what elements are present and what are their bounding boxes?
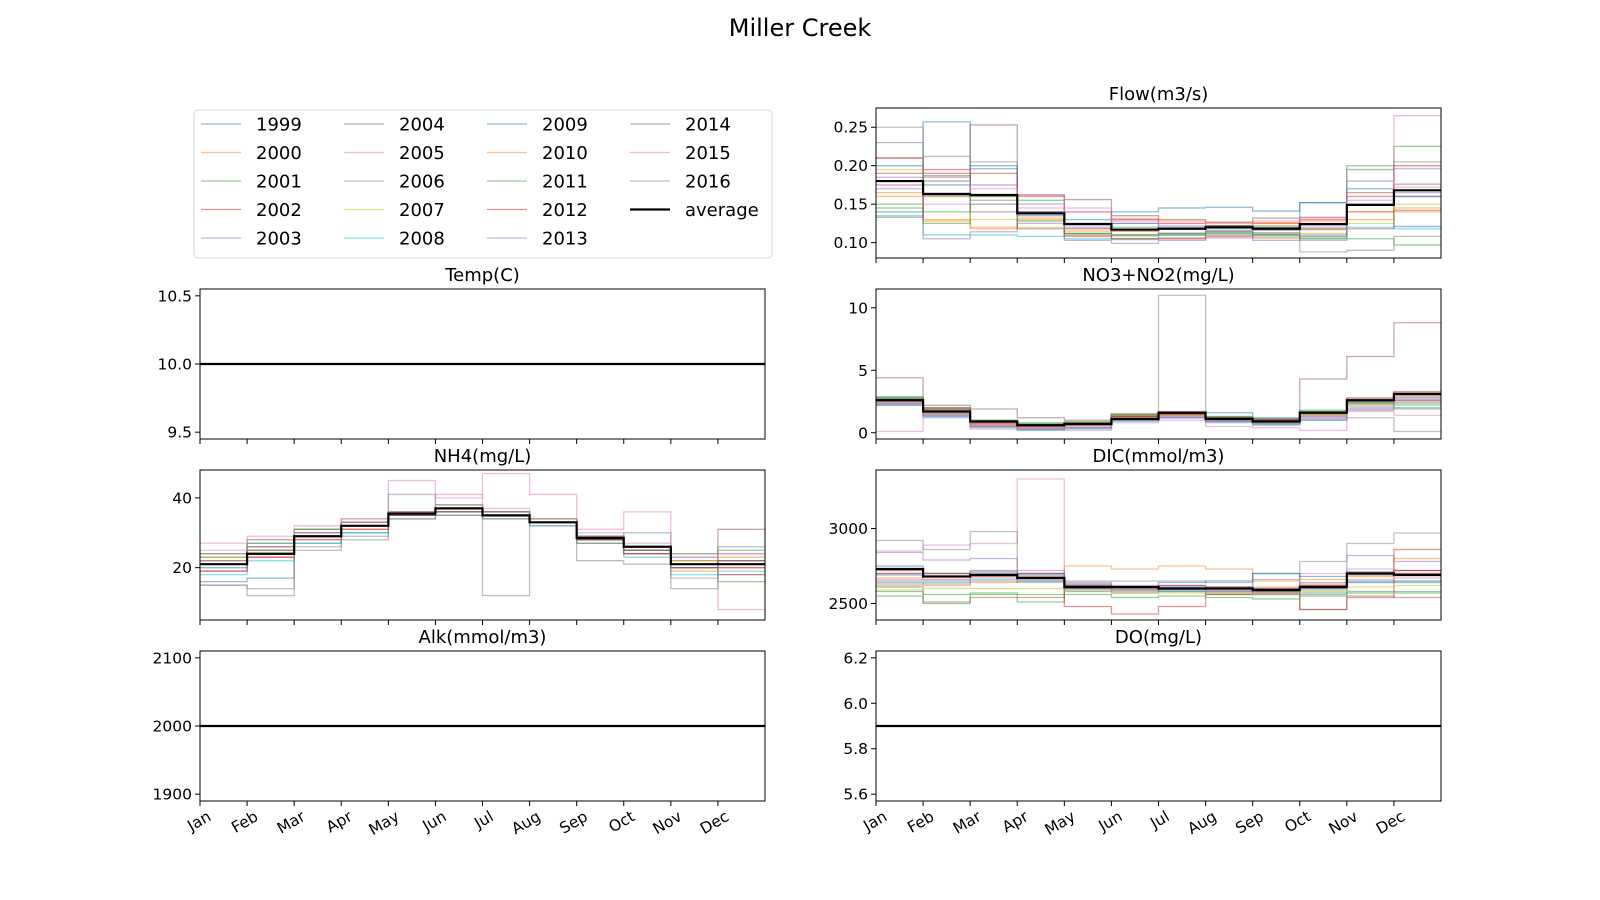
x-tick-label: Aug <box>1184 807 1219 838</box>
legend-label: 2010 <box>542 143 588 164</box>
x-tick-label: Oct <box>606 807 638 836</box>
series-group <box>876 478 1441 615</box>
y-tick-label: 0 <box>858 424 868 442</box>
x-tick-label: Sep <box>556 807 590 837</box>
figure-title: Miller Creek <box>729 14 872 42</box>
panel-title: Flow(m3/s) <box>1109 84 1209 105</box>
series-line-2016 <box>876 580 1441 594</box>
x-tick-label: Jun <box>1095 807 1126 835</box>
legend-label: 2003 <box>256 229 302 250</box>
panel-title: NH4(mg/L) <box>434 446 532 467</box>
legend-label: 2015 <box>685 143 731 164</box>
panel-5: Alk(mmol/m3) 1900 2000 2100 Jan Feb Mar Apr May J… <box>153 627 766 839</box>
panel-4: DIC(mmol/m3) 2500 3000 <box>829 446 1442 625</box>
legend: 1999 2000 2001 2002 2003 2004 2005 2006 2007 2008… <box>193 109 773 259</box>
series-group <box>876 115 1441 253</box>
x-tick-label: Sep <box>1232 807 1266 837</box>
x-tick-label: Jun <box>419 807 450 835</box>
y-tick-label: 40 <box>172 489 192 507</box>
panel-title: Alk(mmol/m3) <box>419 627 547 648</box>
x-tick-label: Apr <box>999 807 1032 836</box>
x-tick-label: May <box>1042 807 1079 839</box>
x-tick-label: Feb <box>904 807 937 836</box>
y-tick-label: 0.20 <box>833 157 868 175</box>
legend-label: 2011 <box>542 172 588 193</box>
y-tick-label: 10.0 <box>157 356 192 374</box>
legend-label: 2007 <box>399 200 445 221</box>
x-tick-label: Jan <box>860 807 891 835</box>
series-line-2011 <box>876 590 1441 600</box>
y-tick-label: 5.6 <box>843 786 868 804</box>
y-tick-label: 5.8 <box>843 740 868 758</box>
panel-title: NO3+NO2(mg/L) <box>1082 265 1234 286</box>
legend-label: 2009 <box>542 115 588 136</box>
y-tick-label: 6.0 <box>843 695 868 713</box>
x-tick-label: Jul <box>471 807 497 832</box>
panel-2: NO3+NO2(mg/L) 0 5 10 <box>848 265 1442 444</box>
y-tick-label: 10 <box>848 299 868 317</box>
legend-label: average <box>685 200 759 221</box>
series-group <box>200 472 765 611</box>
x-tick-label: Jan <box>184 807 215 835</box>
y-tick-label: 2000 <box>153 718 192 736</box>
y-tick-label: 3000 <box>829 520 868 538</box>
x-tick-label: Jul <box>1147 807 1173 832</box>
y-tick-label: 2100 <box>153 649 192 667</box>
legend-label: 2005 <box>399 143 445 164</box>
x-tick-label: Feb <box>228 807 261 836</box>
legend-label: 1999 <box>256 115 302 136</box>
y-tick-label: 2500 <box>829 595 868 613</box>
y-tick-label: 10.5 <box>157 287 192 305</box>
x-tick-label: Dec <box>697 807 732 838</box>
panel-3: NH4(mg/L) 20 40 <box>172 446 766 625</box>
y-tick-label: 1900 <box>153 786 192 804</box>
y-tick-label: 6.2 <box>843 649 868 667</box>
legend-label: 2006 <box>399 172 445 193</box>
x-tick-label: Aug <box>508 807 543 838</box>
y-tick-label: 0.15 <box>833 196 868 214</box>
legend-label: 2012 <box>542 200 588 221</box>
legend-frame <box>193 109 773 259</box>
legend-label: 2013 <box>542 229 588 250</box>
panel-0: Flow(m3/s) 0.10 0.15 0.20 0.25 <box>833 84 1442 263</box>
x-tick-label: Nov <box>650 807 685 838</box>
x-tick-label: May <box>366 807 403 839</box>
average-line <box>876 392 1441 427</box>
panel-6: DO(mg/L) 5.6 5.8 6.0 6.2 Jan Feb Mar Apr May Jun Ju… <box>843 627 1442 839</box>
y-tick-label: 9.5 <box>167 424 192 442</box>
panel-title: DIC(mmol/m3) <box>1093 446 1225 467</box>
x-tick-label: Mar <box>950 807 985 838</box>
series-line-2013 <box>876 168 1441 245</box>
average-line <box>876 567 1441 592</box>
legend-label: 2014 <box>685 115 731 136</box>
series-line-2016 <box>876 141 1441 253</box>
panel-1: Temp(C) 9.5 10.0 10.5 <box>157 265 766 444</box>
x-tick-label: Nov <box>1326 807 1361 838</box>
x-tick-label: Mar <box>274 807 309 838</box>
x-tick-label: Oct <box>1282 807 1314 836</box>
legend-label: 2001 <box>256 172 302 193</box>
series-line-2006 <box>876 530 1441 584</box>
y-tick-label: 0.10 <box>833 234 868 252</box>
panel-title: DO(mg/L) <box>1115 627 1202 648</box>
x-tick-label: Apr <box>323 807 356 836</box>
legend-label: 2008 <box>399 229 445 250</box>
y-tick-label: 20 <box>172 559 192 577</box>
average-line <box>876 179 1441 231</box>
series-line-2016 <box>200 514 765 590</box>
y-tick-label: 0.25 <box>833 119 868 137</box>
y-tick-label: 5 <box>858 362 868 380</box>
legend-label: 2000 <box>256 143 302 164</box>
series-line-2002 <box>876 548 1441 615</box>
legend-label: 2004 <box>399 115 445 136</box>
legend-label: 2016 <box>685 172 731 193</box>
legend-label: 2002 <box>256 200 302 221</box>
average-line <box>200 507 765 566</box>
x-tick-label: Dec <box>1373 807 1408 838</box>
panel-title: Temp(C) <box>444 265 520 286</box>
series-group <box>876 294 1441 433</box>
series-line-2014 <box>876 175 1441 240</box>
